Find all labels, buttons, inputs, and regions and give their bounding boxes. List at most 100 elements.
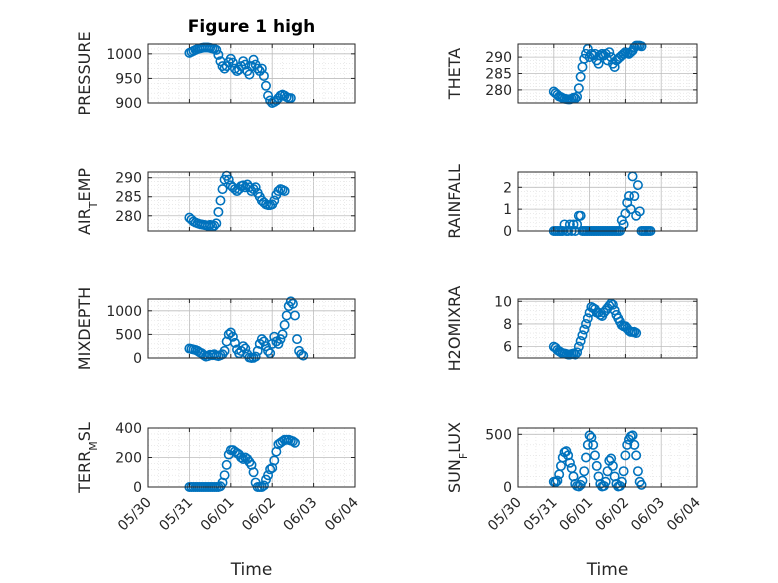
data-point bbox=[579, 324, 590, 335]
y-tick-label: 0 bbox=[503, 480, 512, 496]
data-point bbox=[581, 318, 592, 329]
data-point bbox=[292, 334, 303, 345]
y-tick-label: 6 bbox=[503, 340, 512, 356]
data-point bbox=[223, 174, 234, 185]
data-point bbox=[252, 345, 263, 356]
axes-box bbox=[147, 171, 356, 232]
y-tick-label: 290 bbox=[115, 171, 142, 187]
data-point bbox=[285, 296, 296, 307]
x-axis-label: Time bbox=[230, 560, 273, 580]
y-tick-label: 290 bbox=[485, 50, 512, 66]
data-point bbox=[279, 186, 290, 197]
x-tick-label: 06/03 bbox=[281, 495, 321, 535]
data-point bbox=[570, 349, 581, 360]
data-point bbox=[577, 330, 588, 341]
data-point bbox=[258, 70, 269, 81]
x-tick-label: 05/31 bbox=[156, 495, 196, 535]
data-point bbox=[227, 57, 238, 68]
data-point bbox=[634, 206, 645, 217]
data-point bbox=[632, 466, 643, 477]
subplot-terr_msl: 0 200 400 05/30 05/31 06/01 06/02 06/03 06/04 TER… bbox=[75, 421, 362, 580]
axes-box bbox=[517, 171, 698, 232]
subplot-pressure: 900 950 1000 PRESSURE Figure 1 high bbox=[75, 17, 356, 116]
y-tick-label: 200 bbox=[115, 451, 142, 467]
data-point bbox=[256, 334, 267, 345]
data-point bbox=[269, 195, 280, 206]
data-point bbox=[586, 48, 597, 59]
y-tick-label: 0 bbox=[133, 480, 142, 496]
y-tick-label: 280 bbox=[485, 83, 512, 99]
data-point bbox=[263, 470, 274, 481]
chart-title: Figure 1 high bbox=[188, 17, 316, 37]
data-point bbox=[631, 450, 642, 461]
data-point bbox=[211, 218, 222, 229]
x-tick-label: 05/30 bbox=[115, 495, 155, 535]
series-markers bbox=[184, 170, 290, 232]
data-point bbox=[238, 341, 249, 352]
axes-box bbox=[517, 298, 698, 359]
data-point bbox=[575, 71, 586, 82]
data-point bbox=[577, 475, 588, 486]
data-point bbox=[550, 477, 561, 488]
data-point bbox=[602, 466, 613, 477]
data-point bbox=[248, 467, 259, 478]
data-point bbox=[289, 437, 300, 448]
y-tick-label: 900 bbox=[115, 96, 142, 112]
data-point bbox=[607, 460, 618, 471]
axes-box bbox=[147, 298, 356, 359]
subplot-h2omixra: 6 8 10 H2OMIXRA bbox=[445, 286, 698, 372]
data-point bbox=[582, 313, 593, 324]
x-tick-label: 06/02 bbox=[592, 495, 632, 535]
data-point bbox=[277, 329, 288, 340]
x-tick-label: 06/04 bbox=[322, 494, 362, 534]
data-point bbox=[636, 41, 647, 52]
data-point bbox=[229, 63, 240, 74]
data-point bbox=[607, 299, 618, 310]
plot-area bbox=[148, 172, 355, 231]
data-point bbox=[265, 348, 276, 359]
data-point bbox=[217, 184, 228, 195]
data-point bbox=[269, 455, 280, 466]
data-point bbox=[575, 210, 586, 221]
axes-box bbox=[147, 43, 356, 104]
y-axis-label: AIRTEMP bbox=[75, 168, 100, 235]
data-point bbox=[588, 439, 599, 450]
data-point bbox=[620, 450, 631, 461]
data-point bbox=[616, 476, 627, 487]
data-point bbox=[579, 53, 590, 64]
data-point bbox=[609, 61, 620, 72]
data-point bbox=[629, 326, 640, 337]
data-point bbox=[581, 452, 592, 463]
y-tick-label: 8 bbox=[503, 317, 512, 333]
y-axis-label: RAINFALL bbox=[445, 164, 464, 239]
data-point bbox=[618, 48, 629, 59]
subplot-air_temp: 280 285 290 AIRTEMP bbox=[75, 168, 356, 235]
data-point bbox=[604, 47, 615, 58]
y-axis-label: H2OMIXRA bbox=[445, 286, 464, 372]
data-point bbox=[636, 479, 647, 490]
data-point bbox=[263, 90, 274, 101]
y-axis-label: PRESSURE bbox=[75, 31, 94, 115]
axes-box bbox=[517, 427, 698, 488]
series-markers bbox=[548, 40, 647, 105]
data-point bbox=[238, 453, 249, 464]
data-point bbox=[260, 341, 271, 352]
data-point bbox=[573, 341, 584, 352]
y-tick-label: 1000 bbox=[106, 47, 142, 63]
y-tick-label: 280 bbox=[115, 209, 142, 225]
data-point bbox=[632, 180, 643, 191]
x-axis-label: Time bbox=[586, 560, 629, 580]
y-tick-label: 400 bbox=[115, 421, 142, 437]
data-point bbox=[589, 450, 600, 461]
data-point bbox=[209, 220, 220, 231]
data-point bbox=[575, 335, 586, 346]
data-point bbox=[564, 457, 575, 468]
data-point bbox=[622, 439, 633, 450]
plot-area bbox=[518, 299, 697, 358]
data-point bbox=[623, 191, 634, 202]
data-point bbox=[589, 48, 600, 59]
y-axis-label: THETA bbox=[445, 48, 464, 100]
data-point bbox=[240, 343, 251, 354]
data-point bbox=[625, 204, 636, 215]
